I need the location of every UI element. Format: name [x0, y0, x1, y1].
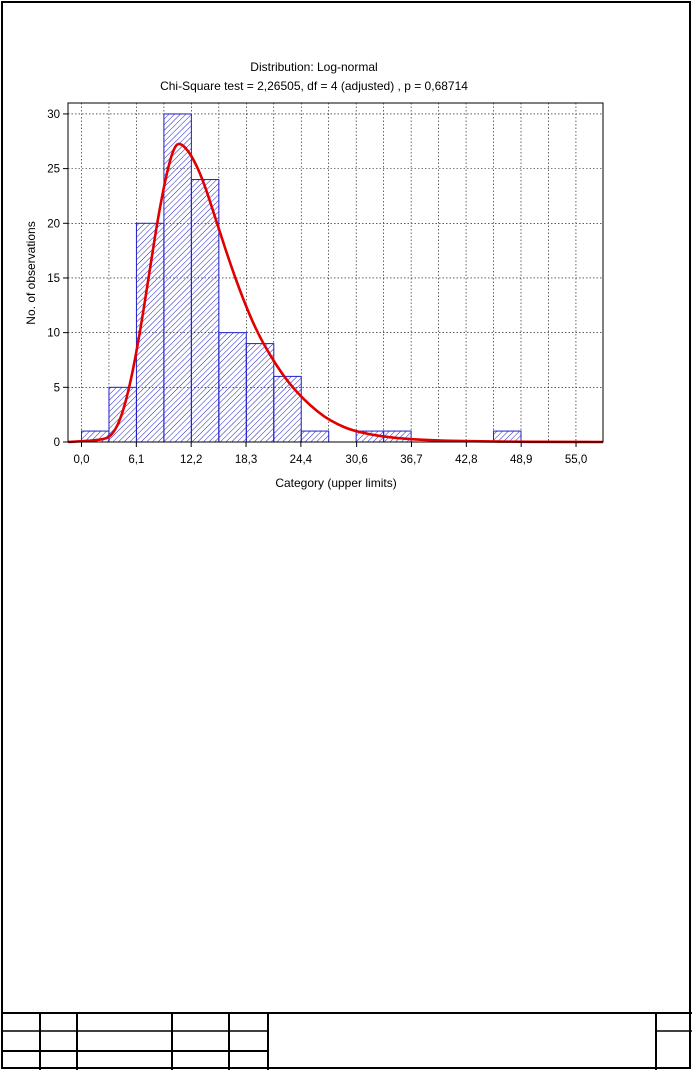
chart-subtitle: Chi-Square test = 2,26505, df = 4 (adjus… [160, 79, 468, 93]
x-tick-label: 55,0 [565, 454, 587, 466]
bars [80, 113, 522, 443]
histogram-bar [273, 375, 302, 443]
fitted-curve [67, 142, 604, 444]
x-tick-label: 18,3 [235, 454, 257, 466]
x-tick-label: 36,7 [400, 454, 422, 466]
histogram-bar [190, 179, 220, 443]
y-tick-label: 30 [47, 109, 60, 121]
x-tick-label: 48,9 [510, 454, 532, 466]
y-tick-label: 5 [54, 382, 60, 394]
x-tick-label: 12,2 [180, 454, 202, 466]
y-tick-label: 20 [47, 218, 60, 230]
y-tick-label: 0 [54, 437, 60, 449]
histogram-chart: Distribution: Log-normal Chi-Square test… [24, 60, 604, 490]
y-tick-label: 10 [47, 328, 60, 340]
x-tick-label: 42,8 [455, 454, 477, 466]
x-tick-label: 6,1 [128, 454, 144, 466]
chart-title: Distribution: Log-normal [250, 60, 377, 74]
log-normal-curve [67, 142, 604, 444]
histogram-bar [245, 343, 275, 443]
grid [68, 103, 603, 442]
x-tick-label: 0,0 [73, 454, 89, 466]
x-axis-label: Category (upper limits) [275, 476, 396, 490]
x-tick-label: 24,4 [290, 454, 313, 466]
y-tick-label: 15 [47, 273, 60, 285]
x-axis-ticks: 0,0 6,1 12,2 18,3 24,4 30,6 36,7 42,8 48,9 55,0 [73, 442, 587, 466]
y-tick-label: 25 [47, 164, 60, 176]
plot-area-border [67, 102, 604, 443]
y-axis-label: No. of observations [24, 221, 38, 324]
x-tick-label: 30,6 [345, 454, 367, 466]
y-axis-ticks: 0 5 10 15 20 25 30 [47, 109, 68, 449]
